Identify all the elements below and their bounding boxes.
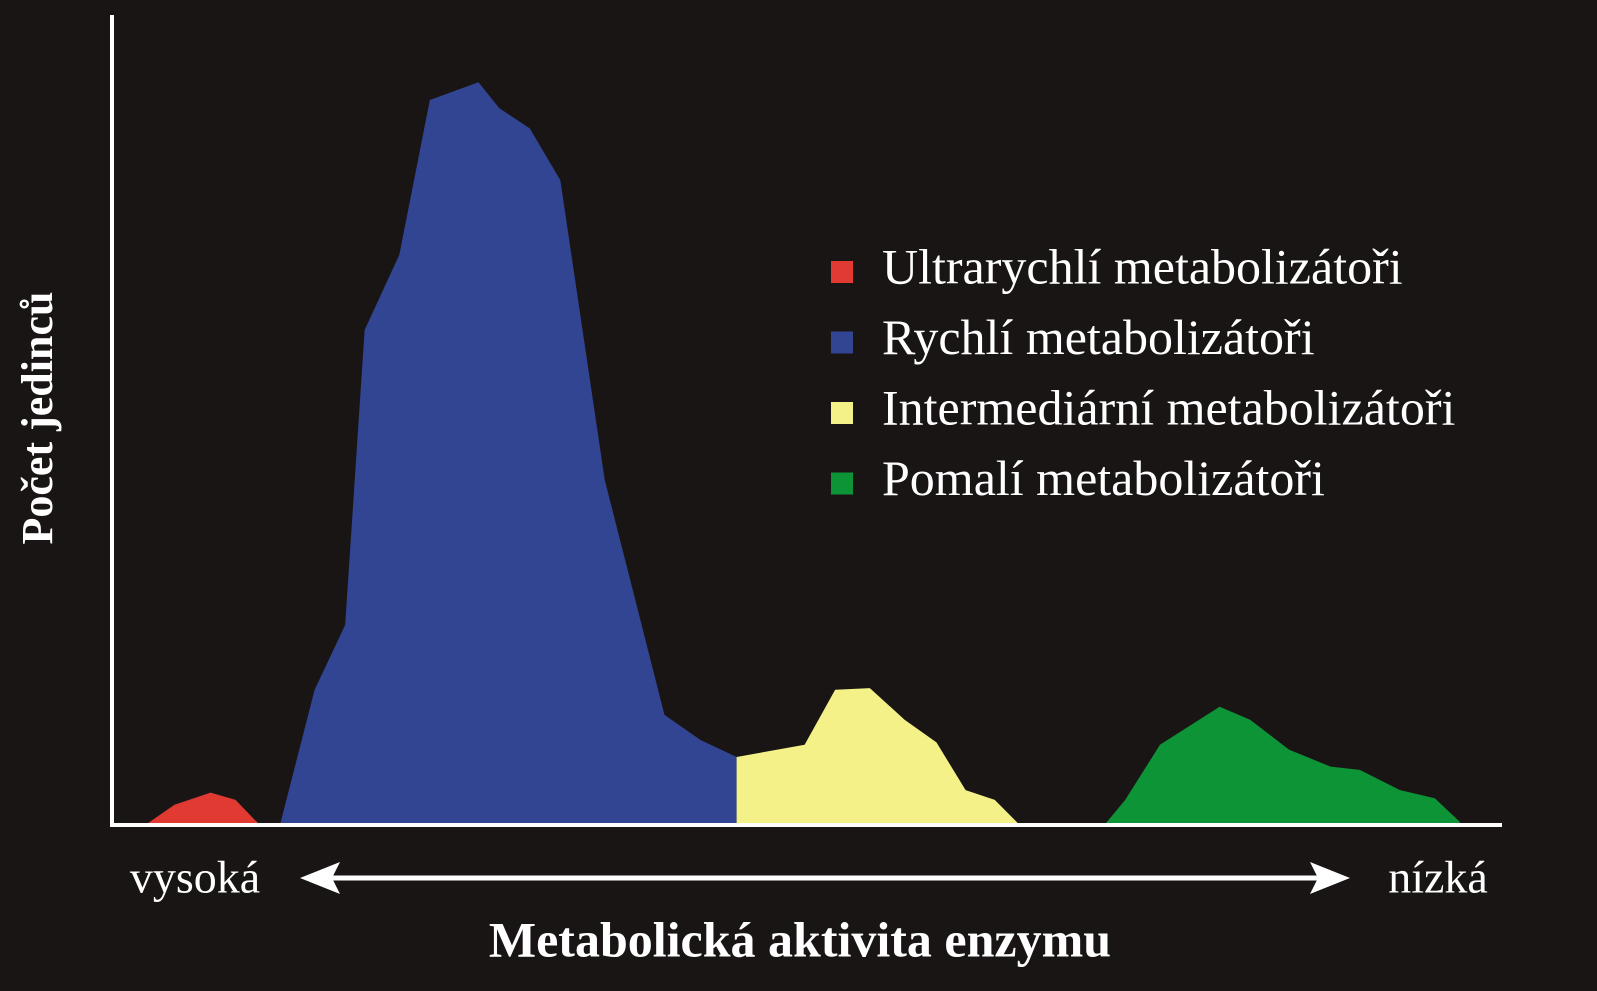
axis-end-label: vysoká	[130, 852, 260, 903]
area	[279, 82, 737, 826]
area	[736, 688, 1020, 825]
legend-label: Ultrarychlí metabolizátoři	[882, 238, 1403, 294]
legend-swatch	[831, 472, 853, 495]
legend-swatch	[831, 261, 853, 283]
legend: Ultrarychlí metabolizátoři Rychlí metabol…	[831, 238, 1455, 506]
legend-label: Rychlí metabolizátoři	[882, 309, 1315, 365]
area	[1104, 706, 1460, 825]
area	[145, 792, 261, 825]
direction-arrow	[300, 862, 1350, 894]
legend-swatch	[831, 402, 853, 424]
plot-area	[145, 82, 1460, 826]
x-axis-label: Metabolická aktivita enzymu	[489, 911, 1111, 967]
y-axis-label: Počet jedinců	[13, 292, 62, 545]
axis-end-label: nízká	[1388, 852, 1488, 903]
legend-label: Pomalí metabolizátoři	[882, 450, 1325, 506]
legend-swatch	[831, 331, 853, 354]
legend-label: Intermediární metabolizátoři	[882, 379, 1455, 435]
